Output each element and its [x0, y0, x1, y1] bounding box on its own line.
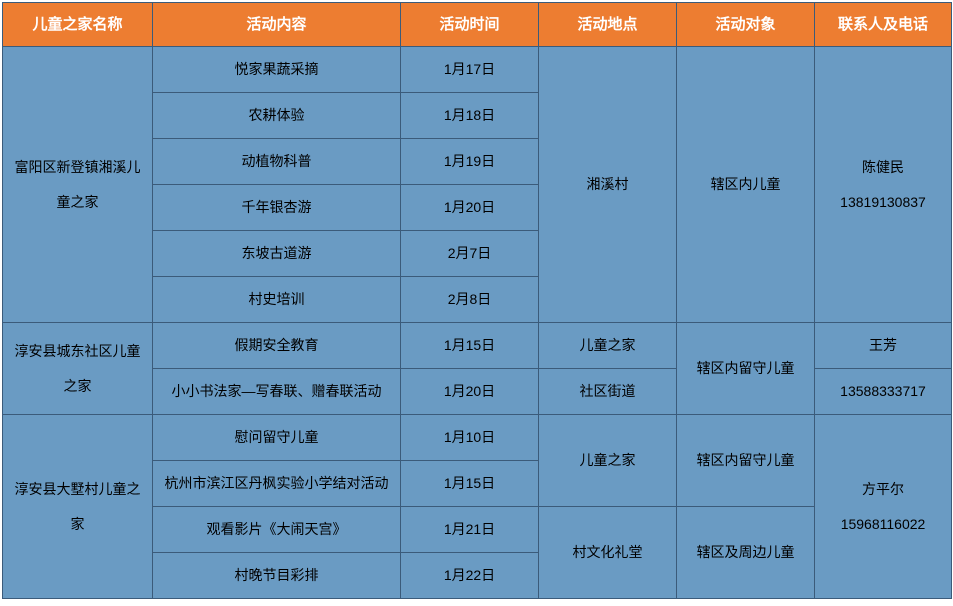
activity-time: 1月15日	[401, 461, 539, 507]
activity-content: 千年银杏游	[153, 185, 401, 231]
activity-time: 2月7日	[401, 231, 539, 277]
table-row: 淳安县大墅村儿童之 家 慰问留守儿童 1月10日 儿童之家 辖区内留守儿童 方平…	[3, 415, 952, 461]
activity-time: 1月22日	[401, 553, 539, 599]
contact-cell: 陈健民 13819130837	[815, 47, 952, 323]
header-time: 活动时间	[401, 3, 539, 47]
activity-place: 儿童之家	[539, 323, 677, 369]
activity-time: 1月15日	[401, 323, 539, 369]
activity-place: 村文化礼堂	[539, 507, 677, 599]
activity-time: 1月17日	[401, 47, 539, 93]
activity-content: 村史培训	[153, 277, 401, 323]
header-place: 活动地点	[539, 3, 677, 47]
contact-name: 方平尔	[862, 481, 904, 497]
header-target: 活动对象	[677, 3, 815, 47]
activity-target: 辖区内留守儿童	[677, 415, 815, 507]
header-contact: 联系人及电话	[815, 3, 952, 47]
activity-content: 杭州市滨江区丹枫实验小学结对活动	[153, 461, 401, 507]
activity-content: 小小书法家—写春联、赠春联活动	[153, 369, 401, 415]
activity-content: 悦家果蔬采摘	[153, 47, 401, 93]
activity-time: 2月8日	[401, 277, 539, 323]
activity-time: 1月10日	[401, 415, 539, 461]
activity-content: 观看影片《大闹天宫》	[153, 507, 401, 553]
activity-content: 东坡古道游	[153, 231, 401, 277]
activity-time: 1月20日	[401, 185, 539, 231]
home-name-l2: 童之家	[57, 194, 99, 210]
contact-name: 陈健民	[862, 159, 904, 175]
activity-target: 辖区内留守儿童	[677, 323, 815, 415]
home-name-cell: 淳安县大墅村儿童之 家	[3, 415, 153, 599]
home-name-l1: 淳安县大墅村儿童之	[15, 481, 141, 497]
table-row: 淳安县城东社区儿童 之家 假期安全教育 1月15日 儿童之家 辖区内留守儿童 王…	[3, 323, 952, 369]
contact-name: 王芳	[815, 323, 952, 369]
home-name-l1: 淳安县城东社区儿童	[15, 343, 141, 359]
home-name-cell: 淳安县城东社区儿童 之家	[3, 323, 153, 415]
home-name-cell: 富阳区新登镇湘溪儿 童之家	[3, 47, 153, 323]
activity-schedule-table: 儿童之家名称 活动内容 活动时间 活动地点 活动对象 联系人及电话 富阳区新登镇…	[2, 2, 952, 599]
activity-target: 辖区及周边儿童	[677, 507, 815, 599]
activity-time: 1月18日	[401, 93, 539, 139]
contact-phone: 13588333717	[815, 369, 952, 415]
activity-place: 社区街道	[539, 369, 677, 415]
home-name-l2: 之家	[64, 378, 92, 394]
activity-content: 村晚节目彩排	[153, 553, 401, 599]
header-name: 儿童之家名称	[3, 3, 153, 47]
table-row: 富阳区新登镇湘溪儿 童之家 悦家果蔬采摘 1月17日 湘溪村 辖区内儿童 陈健民…	[3, 47, 952, 93]
activity-place: 湘溪村	[539, 47, 677, 323]
activity-time: 1月20日	[401, 369, 539, 415]
contact-cell: 方平尔 15968116022	[815, 415, 952, 599]
activity-content: 动植物科普	[153, 139, 401, 185]
home-name-l1: 富阳区新登镇湘溪儿	[15, 159, 141, 175]
activity-content: 慰问留守儿童	[153, 415, 401, 461]
home-name-l2: 家	[71, 516, 85, 532]
contact-phone: 13819130837	[840, 194, 926, 210]
activity-content: 农耕体验	[153, 93, 401, 139]
contact-phone: 15968116022	[841, 516, 926, 532]
activity-time: 1月19日	[401, 139, 539, 185]
table-header-row: 儿童之家名称 活动内容 活动时间 活动地点 活动对象 联系人及电话	[3, 3, 952, 47]
activity-content: 假期安全教育	[153, 323, 401, 369]
activity-place: 儿童之家	[539, 415, 677, 507]
activity-time: 1月21日	[401, 507, 539, 553]
header-content: 活动内容	[153, 3, 401, 47]
activity-target: 辖区内儿童	[677, 47, 815, 323]
